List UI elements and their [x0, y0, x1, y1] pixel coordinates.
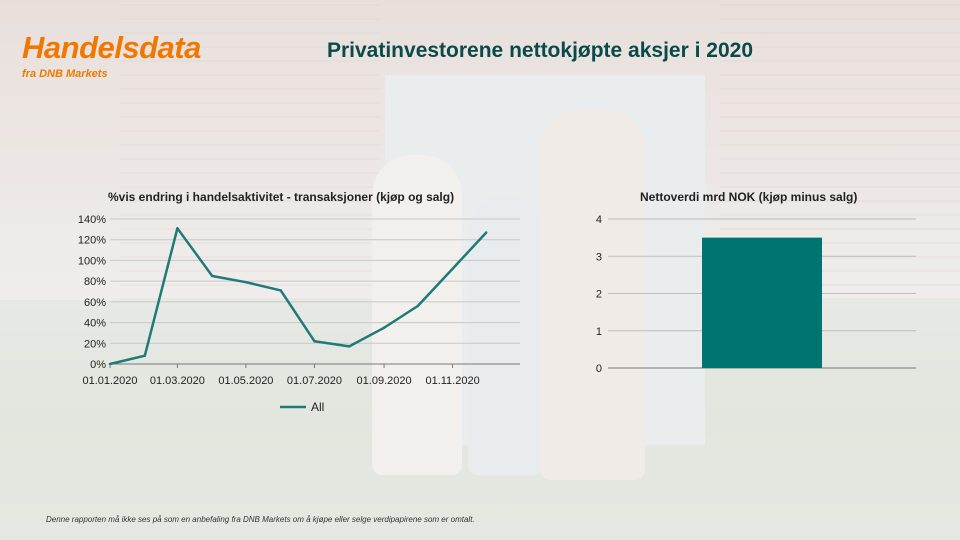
y-tick-label: 0	[596, 363, 602, 375]
line-chart: 0% 20% 40% 60% 80% 100% 120% 140% 01.01.2020 01.0…	[78, 214, 520, 414]
y-tick-label: 3	[596, 251, 602, 263]
bar-chart-title: Nettoverdi mrd NOK (kjøp minus salg)	[640, 190, 858, 204]
logo-name: Handelsdata	[22, 30, 201, 65]
y-tick-label: 1	[596, 326, 602, 338]
y-tick-label: 40%	[84, 318, 106, 330]
x-tick-label: 01.07.2020	[287, 375, 342, 387]
data-point	[108, 362, 112, 366]
series-line-all	[109, 227, 488, 366]
data-point	[485, 231, 488, 234]
x-tick-label: 01.05.2020	[218, 375, 273, 387]
data-point	[176, 227, 179, 230]
page-title: Privatinvestorene nettokjøpte aksjer i 2…	[326, 39, 754, 62]
disclaimer: Denne rapporten må ikke ses på som en an…	[46, 515, 475, 524]
data-point	[244, 280, 248, 284]
y-tick-label: 0%	[90, 359, 106, 371]
y-tick-label: 100%	[78, 255, 106, 267]
x-tick-label: 01.01.2020	[82, 375, 137, 387]
x-tick-label: 01.03.2020	[150, 375, 205, 387]
legend-label-all: All	[311, 400, 324, 414]
data-point	[416, 304, 419, 308]
y-tick-label: 4	[596, 214, 602, 226]
bar	[702, 237, 822, 368]
x-tick-label: 01.11.2020	[425, 375, 479, 387]
y-tick-label: 2	[596, 289, 602, 301]
data-point	[348, 345, 351, 348]
y-tick-label: 20%	[84, 338, 106, 350]
data-point	[279, 289, 282, 292]
data-point	[313, 340, 316, 343]
y-tick-label: 80%	[84, 276, 106, 288]
data-point	[451, 267, 454, 270]
bar-chart: 0 1 2 3 4	[596, 214, 916, 375]
x-tick-label: 01.09.2020	[357, 375, 412, 387]
y-tick-label: 60%	[84, 297, 106, 309]
data-point	[382, 326, 386, 329]
line-chart-title: %vis endring i handelsaktivitet - transa…	[108, 190, 455, 204]
logo: Handelsdata fra DNB Markets	[22, 30, 201, 80]
data-point	[211, 274, 214, 278]
y-tick-label: 140%	[78, 214, 106, 226]
data-point	[143, 354, 147, 357]
y-tick-label: 120%	[78, 235, 106, 247]
logo-subtitle: fra DNB Markets	[22, 68, 108, 80]
